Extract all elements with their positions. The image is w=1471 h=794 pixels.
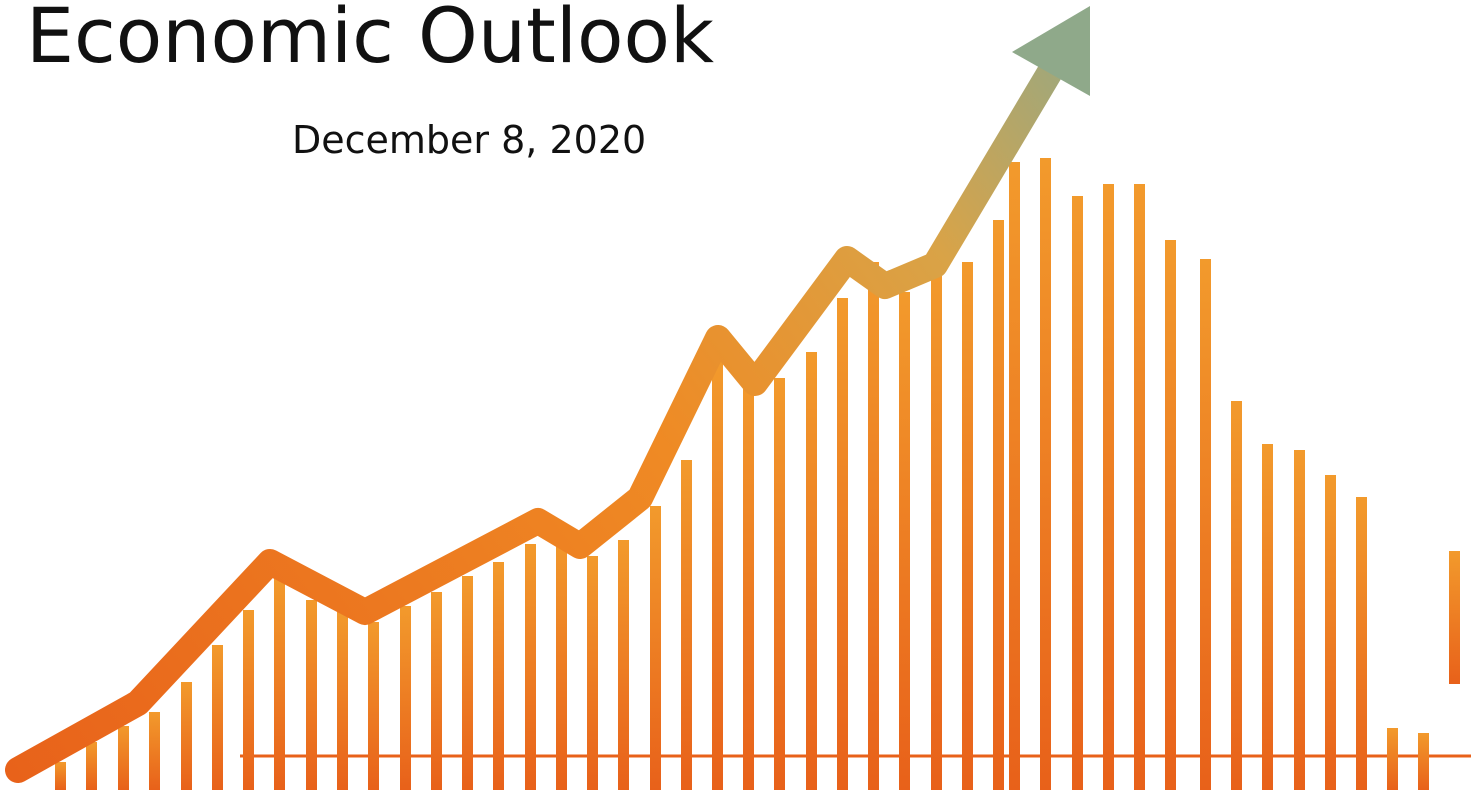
chart-bar: [431, 592, 442, 790]
chart-bar: [899, 292, 910, 790]
chart-bar: [462, 576, 473, 790]
chart-bar: [587, 556, 598, 790]
chart-bar: [931, 270, 942, 790]
chart-bar: [743, 372, 754, 790]
bars-group: [55, 158, 1460, 790]
chart-bar: [1325, 475, 1336, 790]
chart-bar: [1072, 196, 1083, 790]
chart-bar: [274, 578, 285, 790]
chart-bar: [337, 612, 348, 790]
chart-bar: [806, 352, 817, 790]
chart-bar: [1200, 259, 1211, 790]
chart-bar: [1040, 158, 1051, 790]
chart-bar: [55, 762, 66, 790]
arrowhead-icon: [1012, 6, 1090, 96]
chart-bar: [712, 362, 723, 790]
chart-bar: [86, 742, 97, 790]
chart-bar: [1387, 728, 1398, 790]
chart-bar: [118, 726, 129, 790]
chart-bar: [1231, 401, 1242, 790]
chart-bar: [1103, 184, 1114, 790]
chart-bar: [837, 298, 848, 790]
chart-bar: [993, 220, 1004, 790]
chart-bar: [181, 682, 192, 790]
chart-bar: [306, 600, 317, 790]
chart-bar: [1009, 162, 1020, 790]
chart-bar: [1165, 240, 1176, 790]
chart-bar: [681, 460, 692, 790]
chart-bar: [774, 378, 785, 790]
chart-bar: [212, 645, 223, 790]
chart-bar: [650, 506, 661, 790]
chart-bar: [1294, 450, 1305, 790]
chart-bar: [493, 562, 504, 790]
chart-bar: [962, 262, 973, 790]
chart-bar: [556, 530, 567, 790]
chart-bar: [400, 606, 411, 790]
chart-bar-edge: [1449, 551, 1460, 684]
chart-bar: [1262, 444, 1273, 790]
chart-bar: [525, 544, 536, 790]
chart-bar: [618, 540, 629, 790]
chart-bar: [243, 610, 254, 790]
trend-arrow-line: [5, 59, 1063, 783]
chart-bar: [368, 622, 379, 790]
chart-bar: [868, 262, 879, 790]
slide-title: Economic Outlook: [26, 0, 714, 80]
chart-bar: [1418, 733, 1429, 790]
chart-bar: [1356, 497, 1367, 790]
chart-bar: [1134, 184, 1145, 790]
chart-bar: [149, 712, 160, 790]
slide-date: December 8, 2020: [292, 118, 647, 162]
